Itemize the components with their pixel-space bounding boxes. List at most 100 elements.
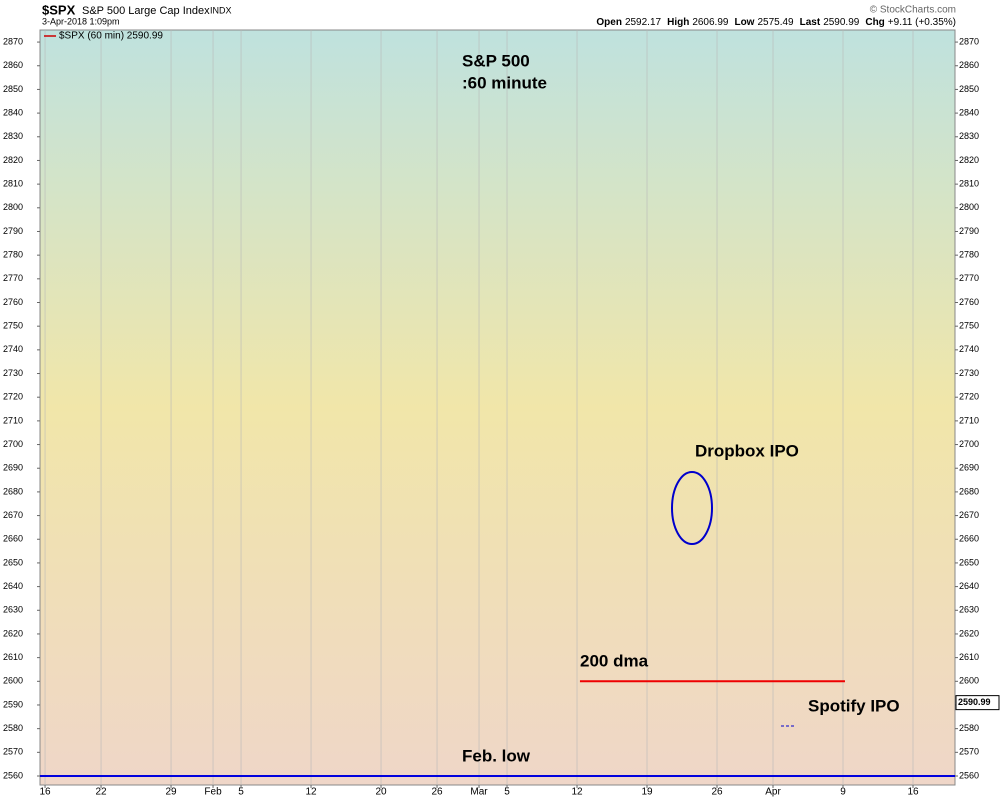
y2-tick-label: 2840 [959,107,979,117]
y2-tick-label: 2630 [959,605,979,615]
y2-tick-label: 2560 [959,770,979,780]
x-tick-label: 20 [375,787,387,798]
y-tick-label: 2620 [3,628,23,638]
quote-label: Chg [865,17,884,28]
y-tick-label: 2750 [3,321,23,331]
y2-tick-label: 2780 [959,250,979,260]
y-tick-label: 2870 [3,36,23,46]
highlight-ellipse [671,471,713,545]
x-tick-label: 26 [431,787,443,798]
plot-area [39,29,956,786]
x-tick-label: 22 [95,787,107,798]
x-tick-label: 16 [907,787,919,798]
y-tick-label: 2640 [3,581,23,591]
y-tick-label: 2690 [3,463,23,473]
y-tick-label: 2850 [3,84,23,94]
y2-tick-label: 2610 [959,652,979,662]
y2-tick-label: 2690 [959,463,979,473]
y2-tick-label: 2750 [959,321,979,331]
y-tick-label: 2560 [3,770,23,780]
y2-tick-label: 2810 [959,179,979,189]
x-tick-label: 12 [305,787,317,798]
y-tick-label: 2680 [3,486,23,496]
annotation: Dropbox IPO [695,441,799,460]
y-tick-label: 2720 [3,392,23,402]
y2-tick-label: 2870 [959,36,979,46]
y2-tick-label: 2580 [959,723,979,733]
y2-tick-label: 2790 [959,226,979,236]
y2-tick-label: 2620 [959,628,979,638]
y-tick-label: 2840 [3,107,23,117]
y2-tick-label: 2860 [959,60,979,70]
y-tick-label: 2660 [3,534,23,544]
y2-tick-label: 2740 [959,344,979,354]
quote-label: Open [596,17,622,28]
y-tick-label: 2610 [3,652,23,662]
last-price-label: 2590.99 [958,697,991,707]
y-tick-label: 2820 [3,155,23,165]
quote-value: 2590.99 [823,17,860,28]
y-tick-label: 2810 [3,179,23,189]
y-tick-label: 2760 [3,297,23,307]
y2-tick-label: 2640 [959,581,979,591]
y-tick-label: 2770 [3,273,23,283]
y-tick-label: 2630 [3,605,23,615]
y2-tick-label: 2700 [959,439,979,449]
x-tick-label: 5 [238,787,244,798]
y2-tick-label: 2710 [959,415,979,425]
annotation: Spotify IPO [808,696,900,715]
y-tick-label: 2590 [3,699,23,709]
x-tick-label: 26 [711,787,723,798]
y2-tick-label: 2680 [959,486,979,496]
quote-label: Low [734,17,754,28]
annotation: S&P 500 [462,51,530,70]
y-tick-label: 2780 [3,250,23,260]
y-tick-label: 2790 [3,226,23,236]
quote-label: Last [800,17,821,28]
credit: © StockCharts.com [870,5,956,16]
y-tick-label: 2740 [3,344,23,354]
timestamp: 3-Apr-2018 1:09pm [42,16,120,26]
y-tick-label: 2650 [3,557,23,567]
reference-label: Feb. low [462,746,531,765]
quote-label: High [667,17,689,28]
y-tick-label: 2710 [3,415,23,425]
x-tick-label: 9 [840,787,846,798]
quote-value: +9.11 (+0.35%) [888,17,956,28]
x-tick-label: 19 [641,787,653,798]
x-tick-label: 12 [571,787,583,798]
y2-tick-label: 2760 [959,297,979,307]
x-tick-label: 16 [39,787,51,798]
y-tick-label: 2700 [3,439,23,449]
y2-tick-label: 2650 [959,557,979,567]
index-name: S&P 500 Large Cap Index [82,5,210,17]
y2-tick-label: 2670 [959,510,979,520]
y2-tick-label: 2850 [959,84,979,94]
reference-label: 200 dma [580,651,649,670]
quote: Open 2592.17 High 2606.99 Low 2575.49 Last 2590… [596,17,956,28]
y2-tick-label: 2800 [959,202,979,212]
y-tick-label: 2580 [3,723,23,733]
y-tick-label: 2800 [3,202,23,212]
x-tick-label: 5 [504,787,510,798]
exchange: INDX [210,5,232,15]
x-tick-label: Mar [470,787,488,798]
symbol: $SPX [42,2,76,17]
y2-tick-label: 2820 [959,155,979,165]
y-tick-label: 2570 [3,747,23,757]
y-tick-label: 2600 [3,676,23,686]
x-tick-label: Apr [765,787,781,798]
y2-tick-label: 2570 [959,747,979,757]
y-tick-label: 2670 [3,510,23,520]
y-tick-label: 2860 [3,60,23,70]
y2-tick-label: 2830 [959,131,979,141]
x-tick-label: Feb [204,787,222,798]
y2-tick-label: 2730 [959,368,979,378]
annotation: :60 minute [462,73,547,92]
y2-tick-label: 2720 [959,392,979,402]
y-tick-label: 2830 [3,131,23,141]
x-tick-label: 29 [165,787,177,798]
quote-value: 2606.99 [692,17,729,28]
